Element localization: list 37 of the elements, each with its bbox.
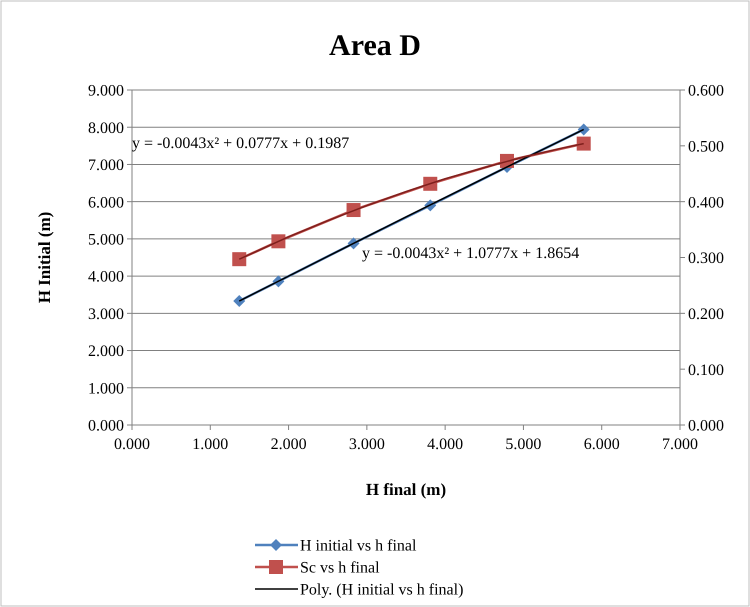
x-tick-label: 4.000	[427, 436, 464, 453]
y-tick-label: 0.000	[88, 418, 124, 435]
y2-tick-label: 0.200	[688, 306, 724, 323]
y-tick-label: 5.000	[88, 231, 124, 248]
x-tick-label: 2.000	[270, 436, 307, 453]
point	[233, 295, 246, 308]
x-tick-label: 0.000	[114, 436, 150, 453]
y2-tick-label: 0.600	[688, 82, 724, 100]
y-tick-label: 3.000	[88, 306, 124, 323]
x-axis-title: H final (m)	[366, 480, 446, 499]
y-tick-label: 7.000	[88, 157, 124, 174]
annotation: y = -0.0043x² + 0.0777x + 0.1987	[132, 135, 350, 152]
x-tick-label: 3.000	[348, 436, 385, 453]
y2-tick-label: 0.100	[688, 362, 724, 379]
legend-label: Poly. (H initial vs h final)	[300, 582, 464, 599]
annotation: y = -0.0043x² + 1.0777x + 1.8654	[362, 245, 580, 262]
x-tick-label: 7.000	[662, 436, 698, 453]
point	[578, 123, 590, 136]
y-tick-label: 2.000	[88, 343, 124, 360]
y2-tick-label: 0.300	[688, 250, 724, 268]
chart-title: Area D	[329, 29, 421, 62]
y-tick-label: 8.000	[88, 120, 124, 137]
y-tick-label: 4.000	[88, 268, 124, 286]
y2-tick-label: 0.400	[688, 194, 724, 212]
y2-tick-label: 0.500	[688, 138, 724, 156]
y-tick-label: 6.000	[88, 194, 124, 212]
legend-label: Sc vs h final	[300, 560, 380, 577]
y-axis-title: H Initial (m)	[35, 212, 54, 304]
point	[576, 136, 591, 151]
x-tick-label: 6.000	[584, 436, 620, 453]
point	[232, 252, 246, 266]
x-tick-label: 1.000	[192, 436, 228, 453]
y2-tick-label: 0.000	[688, 418, 724, 435]
x-tick-label: 5.000	[505, 436, 542, 453]
y-tick-label: 1.000	[88, 380, 124, 398]
legend-label: H initial vs h final	[300, 538, 417, 555]
y-tick-label: 9.000	[88, 82, 124, 100]
